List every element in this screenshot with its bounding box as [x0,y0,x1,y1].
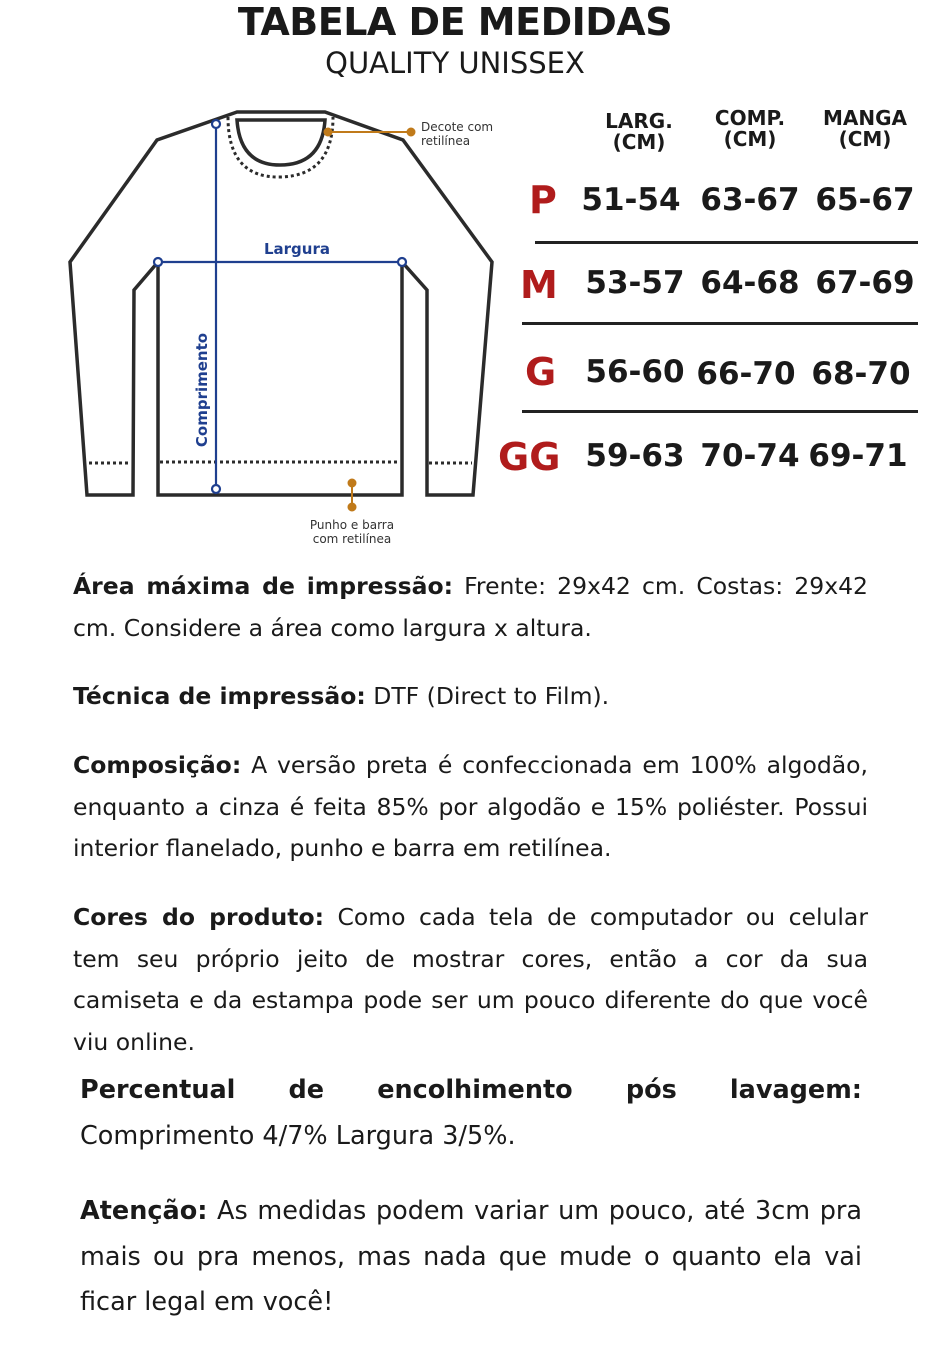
page-title: TABELA DE MEDIDAS [237,0,673,44]
info-text: Frente: 29x42 cm. Costas: 29x42 cm. Cons… [73,572,868,642]
info-text: As medidas podem variar um pouco, até 3c… [80,1196,862,1317]
composition-info: Composição: A versão preta é confecciona… [73,745,868,870]
header-line: LARG. [605,109,673,133]
column-header-length: COMP. (CM) [695,108,805,150]
info-text: DTF (Direct to Film). [365,682,610,710]
cell: 67-69 [815,265,915,301]
neck-note-line2: retilínea [421,134,470,148]
header-unit: (CM) [723,127,777,151]
cell: 56-60 [585,354,685,390]
size-label-g: G [525,350,557,394]
cell: 69-71 [808,438,908,474]
hem-note-line1: Punho e barra [310,518,394,532]
info-label: Atenção: [80,1196,208,1226]
info-label: Área máxima de impressão: [73,572,453,600]
hem-dotted-lines [89,460,472,465]
row-divider [535,241,918,244]
attention-info: Atenção: As medidas podem variar um pouc… [80,1189,862,1326]
shrinkage-info: Percentual de encolhimento pós lavagem: C… [80,1068,862,1159]
product-colors-info: Cores do produto: Como cada tela de comp… [73,897,868,1063]
width-label: Largura [264,240,330,258]
info-label: Técnica de impressão: [73,682,366,710]
measure-lines [152,118,408,495]
length-label: Comprimento [193,333,211,447]
size-label-m: M [520,263,558,307]
size-label-p: P [529,178,557,222]
column-header-width: LARG. (CM) [584,111,694,153]
print-area-info: Área máxima de impressão: Frente: 29x42 … [73,566,868,649]
cell: 51-54 [581,182,681,218]
info-label: Cores do produto: [73,903,325,931]
note-markers [323,127,416,512]
column-header-sleeve: MANGA (CM) [810,108,920,150]
info-text: A versão preta é confeccionada em 100% a… [73,751,868,862]
cell: 64-68 [700,265,800,301]
cell: 63-67 [700,182,800,218]
cell: 70-74 [700,438,800,474]
row-divider [522,410,918,413]
neck-note-line1: Decote com [421,120,493,134]
sweatshirt-outline [68,110,494,497]
header-unit: (CM) [612,130,666,154]
info-text: Comprimento 4/7% Largura 3/5%. [80,1120,516,1151]
cell: 68-70 [811,356,911,392]
cell: 65-67 [815,182,915,218]
hem-note-line2: com retilínea [313,532,392,546]
info-label: Percentual de encolhimento pós lavagem: [80,1075,862,1105]
info-text: Como cada tela de computador ou celular … [73,903,868,1056]
print-technique-info: Técnica de impressão: DTF (Direct to Fil… [73,676,868,718]
sweatshirt-diagram: Largura Comprimento Decote com retilínea… [68,110,494,546]
info-label: Composição: [73,751,242,779]
header-line: MANGA [822,106,907,130]
cell: 66-70 [696,356,796,392]
row-divider [522,322,918,325]
header-line: COMP. [714,106,786,130]
header-unit: (CM) [838,127,892,151]
size-label-gg: GG [498,435,561,479]
cell: 53-57 [585,265,685,301]
cell: 59-63 [585,438,685,474]
page-subtitle: QUALITY UNISSEX [325,46,585,80]
